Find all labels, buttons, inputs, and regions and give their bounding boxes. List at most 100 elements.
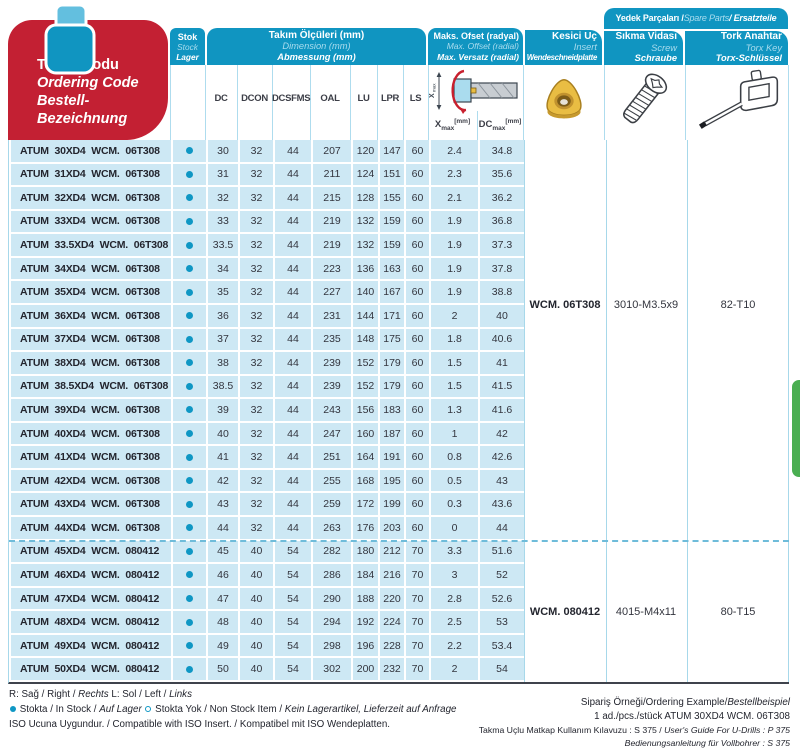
ls-cell: 60 [406, 281, 431, 303]
stock-indicator-dot [186, 170, 193, 178]
dcmax-cell: 40 [480, 304, 526, 327]
lpr-cell: 191 [380, 446, 406, 468]
dcsfms-cell: 44 [275, 328, 313, 351]
stock-cell [173, 328, 208, 351]
dc-cell: 44 [208, 517, 240, 539]
dc-cell: 33 [208, 210, 240, 233]
stock-indicator-dot [186, 359, 193, 367]
stock-indicator-dot [186, 241, 193, 249]
dcmax-cell: 41 [480, 352, 526, 374]
dc-cell: 33.5 [208, 234, 240, 256]
dcsfms-cell: 54 [275, 634, 313, 657]
svg-text:X: X [429, 93, 436, 98]
dcmax-cell: 43 [480, 469, 526, 492]
oal-cell: 211 [313, 163, 353, 186]
non-stock-legend-dot [145, 706, 152, 712]
col-label-dcsfms: DCSFMS [272, 93, 311, 104]
xmax-cell: 2.4 [431, 140, 480, 162]
tool-code-cell: ATUM 44XD4 WCM. 06T308 [11, 517, 173, 539]
oal-cell: 302 [313, 658, 353, 680]
oal-cell: 215 [313, 187, 353, 209]
oal-cell: 282 [313, 540, 353, 563]
table-row: ATUM 44XD4 WCM. 06T308 44 32 44 263 176 … [9, 517, 789, 541]
dcon-cell: 32 [240, 187, 275, 209]
stock-indicator-dot [186, 571, 193, 579]
dcon-cell: 32 [240, 210, 275, 233]
stock-indicator-dot [186, 642, 193, 650]
group1-torx-code: 82-T10 [720, 299, 756, 311]
dcon-cell: 32 [240, 281, 275, 303]
lpr-cell: 163 [380, 257, 406, 280]
dcon-cell: 32 [240, 328, 275, 351]
dcon-cell: 40 [240, 658, 275, 680]
table-row: ATUM 41XD4 WCM. 06T308 41 32 44 251 164 … [9, 446, 789, 470]
xmax-cell: 3 [431, 564, 480, 586]
lu-cell: 160 [353, 422, 380, 445]
lu-cell: 136 [353, 257, 380, 280]
xmax-cell: 2 [431, 658, 480, 680]
lu-cell: 120 [353, 140, 380, 162]
column-divider [428, 65, 429, 140]
tool-code-cell: ATUM 45XD4 WCM. 080412 [11, 540, 173, 563]
stock-indicator-dot [186, 430, 193, 438]
lpr-cell: 147 [380, 140, 406, 162]
ls-cell: 60 [406, 352, 431, 374]
column-divider [606, 140, 607, 682]
dc-cell: 40 [208, 422, 240, 445]
xmax-cell: 2.8 [431, 587, 480, 610]
dcsfms-cell: 44 [275, 257, 313, 280]
lpr-cell: 187 [380, 422, 406, 445]
col-label-lu: LU [357, 93, 370, 104]
spare-parts-band: Yedek Parçaları / Spare Parts / Ersatzte… [604, 8, 788, 29]
column-divider [685, 65, 686, 140]
tool-code-cell: ATUM 47XD4 WCM. 080412 [11, 587, 173, 610]
oal-cell: 207 [313, 140, 353, 162]
dc-cell: 38 [208, 352, 240, 374]
table-row: ATUM 38.5XD4 WCM. 06T308 38.5 32 44 239 … [9, 375, 789, 400]
table-row: ATUM 33XD4 WCM. 06T308 33 32 44 219 132 … [9, 210, 789, 235]
ordering-example-line: Sipariş Örneği/Ordering Example/Bestellb… [580, 697, 790, 708]
dcsfms-cell: 54 [275, 587, 313, 610]
ls-cell: 60 [406, 469, 431, 492]
dcsfms-cell: 44 [275, 493, 313, 516]
dc-cell: 35 [208, 281, 240, 303]
table-row: ATUM 42XD4 WCM. 06T308 42 32 44 255 168 … [9, 469, 789, 494]
column-divider [377, 65, 378, 140]
tool-code-cell: ATUM 31XD4 WCM. 06T308 [11, 163, 173, 186]
column-divider [788, 65, 789, 140]
xmax-cell: 1.9 [431, 281, 480, 303]
table-row: ATUM 31XD4 WCM. 06T308 31 32 44 211 124 … [9, 163, 789, 188]
footer-note-line: Stokta / In Stock / Auf Lager Stokta Yok… [9, 702, 457, 717]
lpr-cell: 232 [380, 658, 406, 680]
dcsfms-cell: 54 [275, 564, 313, 586]
lpr-cell: 224 [380, 611, 406, 633]
column-divider [205, 65, 206, 140]
dcmax-cell: 42.6 [480, 446, 526, 468]
lu-cell: 152 [353, 375, 380, 398]
dcon-cell: 40 [240, 540, 275, 563]
stock-indicator-dot [186, 406, 193, 414]
stock-cell [173, 234, 208, 256]
table-row: ATUM 33.5XD4 WCM. 06T308 33.5 32 44 219 … [9, 234, 789, 258]
dcon-cell: 32 [240, 375, 275, 398]
tool-code-cell: ATUM 38XD4 WCM. 06T308 [11, 352, 173, 374]
dcsfms-cell: 44 [275, 422, 313, 445]
dcon-cell: 32 [240, 163, 275, 186]
stock-cell [173, 446, 208, 468]
stock-cell [173, 257, 208, 280]
xmax-cell: 2.2 [431, 634, 480, 657]
dc-cell: 49 [208, 634, 240, 657]
insert-icon [545, 78, 582, 119]
screw-icon-wrap [604, 67, 683, 137]
ls-cell: 70 [406, 658, 431, 680]
lpr-cell: 203 [380, 517, 406, 539]
ls-cell: 60 [406, 304, 431, 327]
torx-key-icon-wrap [685, 67, 788, 137]
stock-indicator-dot [186, 477, 193, 485]
ls-cell: 60 [406, 140, 431, 162]
torx-key-header: Tork Anahtar Torx Key Torx-Schlüssel [685, 31, 788, 65]
stock-indicator-dot [186, 524, 193, 532]
column-divider [403, 65, 404, 140]
lpr-cell: 212 [380, 540, 406, 563]
dcon-cell: 32 [240, 257, 275, 280]
